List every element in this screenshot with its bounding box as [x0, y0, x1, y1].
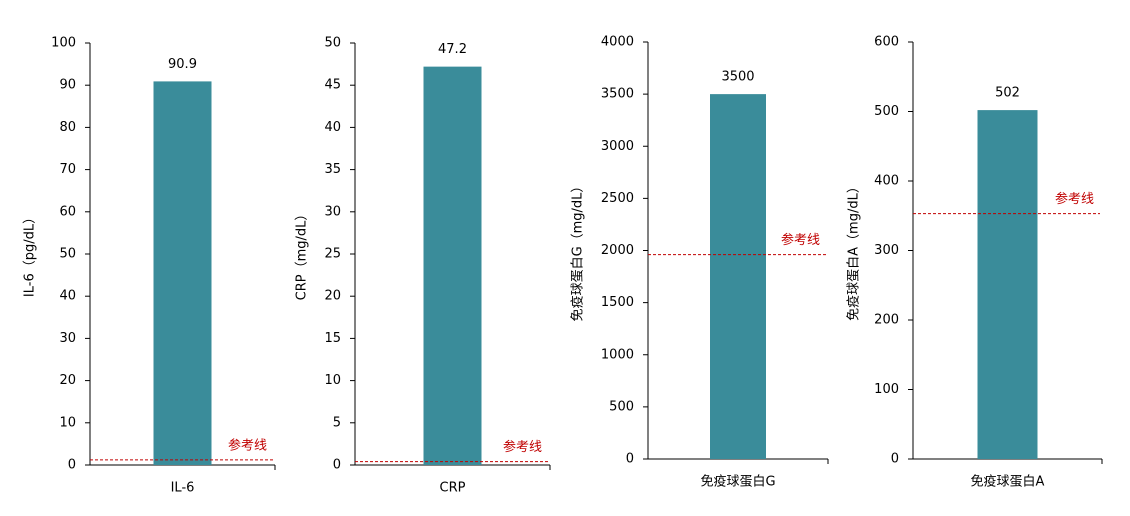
- reference-label: 参考线: [228, 437, 267, 453]
- y-tick-label: 15: [324, 331, 341, 346]
- value-label: 47.2: [438, 42, 467, 57]
- y-tick-label: 50: [59, 247, 76, 262]
- reference-label: 参考线: [503, 439, 542, 455]
- y-axis-label: 免疫球蛋白A（mg/dL）: [846, 180, 862, 321]
- y-axis-label: CRP（mg/dL）: [295, 208, 310, 301]
- y-tick-label: 2000: [601, 243, 634, 258]
- y-tick-label: 70: [59, 162, 76, 177]
- y-tick-label: 40: [324, 120, 341, 135]
- y-tick-label: 10: [59, 415, 76, 430]
- x-tick-label: 免疫球蛋白G: [700, 474, 775, 490]
- y-tick-label: 25: [324, 247, 341, 262]
- y-tick-label: 4000: [601, 35, 634, 50]
- reference-label: 参考线: [1055, 191, 1094, 207]
- y-tick-label: 10: [324, 373, 341, 388]
- value-label: 90.9: [168, 57, 197, 72]
- y-tick-label: 100: [51, 36, 76, 51]
- y-tick-label: 500: [609, 399, 634, 414]
- bar: [710, 94, 766, 459]
- y-tick-label: 0: [626, 452, 634, 467]
- x-tick-label: 免疫球蛋白A: [971, 474, 1045, 490]
- y-tick-label: 45: [324, 78, 341, 93]
- y-tick-label: 3000: [601, 139, 634, 154]
- x-tick-label: IL-6: [171, 481, 195, 496]
- y-axis-label: IL-6（pg/dL）: [23, 211, 38, 297]
- y-tick-label: 20: [324, 289, 341, 304]
- y-tick-label: 3500: [601, 87, 634, 102]
- y-tick-label: 35: [324, 162, 341, 177]
- y-tick-label: 300: [874, 243, 899, 258]
- y-tick-label: 20: [59, 373, 76, 388]
- y-tick-label: 60: [59, 204, 76, 219]
- bar: [153, 81, 212, 465]
- y-tick-label: 90: [59, 78, 76, 93]
- y-tick-label: 5: [333, 415, 341, 430]
- y-tick-label: 30: [324, 204, 341, 219]
- reference-label: 参考线: [781, 232, 820, 248]
- y-tick-label: 50: [324, 36, 341, 51]
- bar: [423, 66, 482, 466]
- y-tick-label: 30: [59, 331, 76, 346]
- y-tick-label: 1000: [601, 347, 634, 362]
- y-tick-label: 500: [874, 104, 899, 119]
- y-tick-label: 400: [874, 174, 899, 189]
- y-tick-label: 0: [891, 452, 899, 467]
- bar: [977, 110, 1038, 460]
- y-tick-label: 40: [59, 289, 76, 304]
- y-tick-label: 2500: [601, 191, 634, 206]
- y-tick-label: 0: [333, 458, 341, 473]
- y-tick-label: 1500: [601, 295, 634, 310]
- y-tick-label: 100: [874, 382, 899, 397]
- value-label: 3500: [721, 70, 754, 85]
- y-axis-label: 免疫球蛋白G（mg/dL）: [570, 180, 586, 322]
- value-label: 502: [995, 86, 1020, 101]
- x-tick-label: CRP: [440, 481, 466, 496]
- y-tick-label: 200: [874, 313, 899, 328]
- y-tick-label: 0: [68, 458, 76, 473]
- y-tick-label: 80: [59, 120, 76, 135]
- y-tick-label: 600: [874, 35, 899, 50]
